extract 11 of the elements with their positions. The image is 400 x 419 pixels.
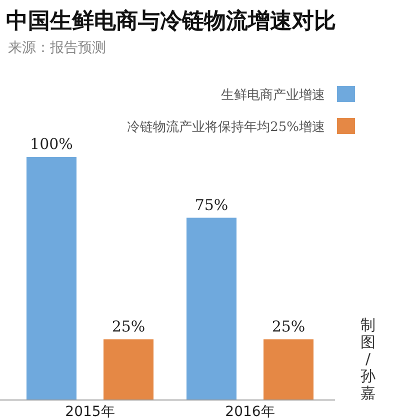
chart-title: 中国生鲜电商与冷链物流增速对比 — [6, 8, 336, 34]
legend-label: 生鲜电商产业增速 — [221, 88, 325, 103]
data-label: 100% — [30, 135, 73, 153]
data-label: 25% — [112, 317, 146, 336]
data-label: 25% — [272, 317, 306, 336]
data-label: 75% — [194, 196, 228, 214]
chart-subtitle: 来源：报告预测 — [8, 40, 106, 56]
text: 制图/孙嘉 — [360, 316, 376, 402]
x-tick-label: 2016年 — [225, 404, 275, 419]
x-tick-label: 2015年 — [65, 404, 115, 419]
legend-label: 冷链物流产业将保持年均25%增速 — [127, 119, 325, 135]
